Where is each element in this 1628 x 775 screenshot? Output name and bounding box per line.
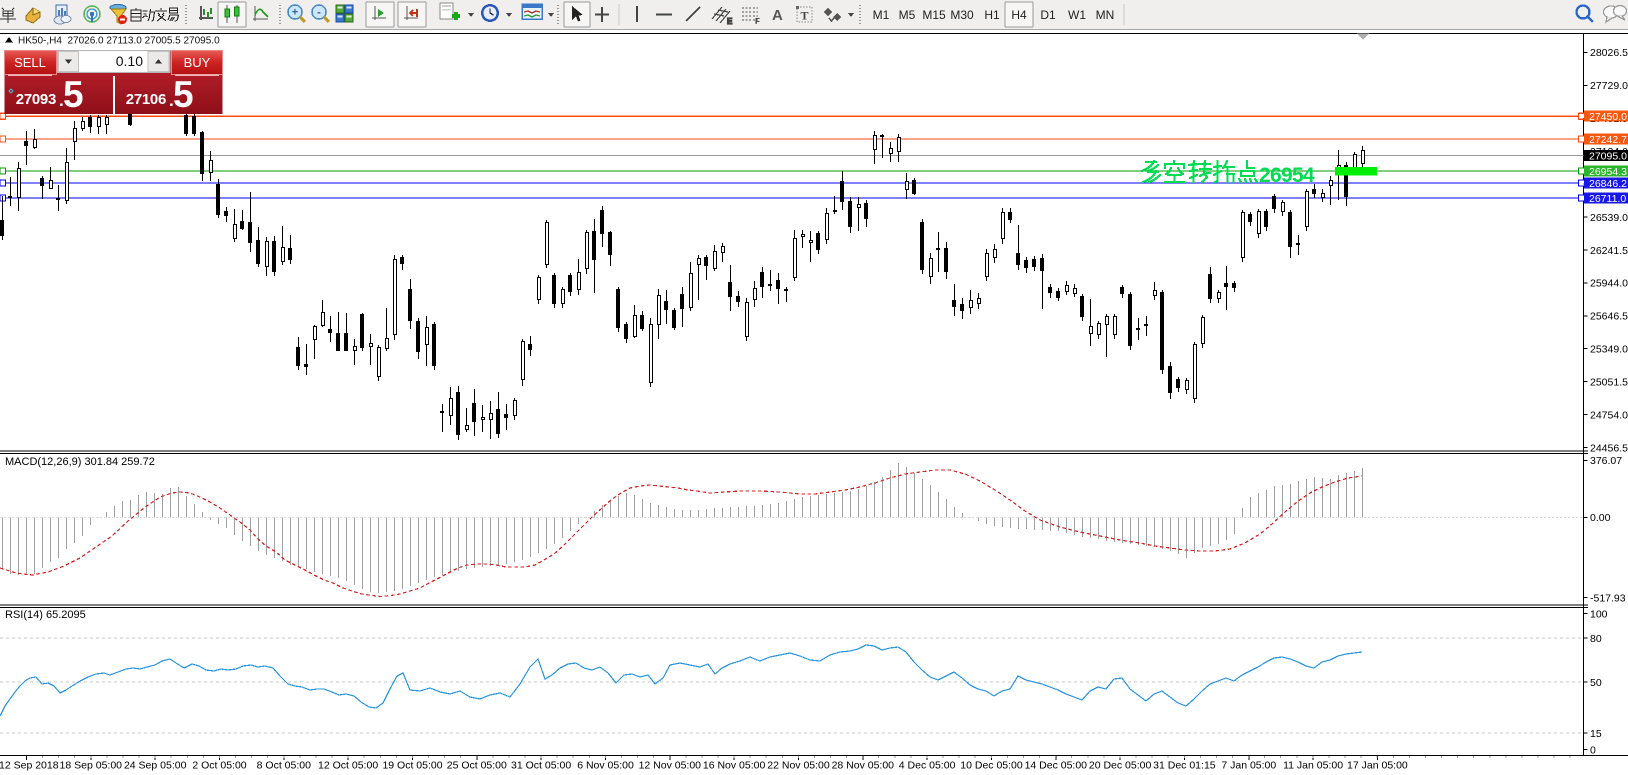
- svg-text:25944.0: 25944.0: [1590, 278, 1628, 290]
- svg-text:-517.93: -517.93: [1590, 592, 1626, 604]
- svg-text:4 Dec 05:00: 4 Dec 05:00: [899, 760, 956, 772]
- svg-text:20 Dec 05:00: 20 Dec 05:00: [1089, 760, 1152, 772]
- svg-text:28026.5: 28026.5: [1590, 47, 1628, 59]
- svg-text:80: 80: [1590, 633, 1602, 645]
- svg-text:16 Nov 05:00: 16 Nov 05:00: [703, 760, 766, 772]
- svg-text:W1: W1: [1068, 8, 1086, 22]
- svg-text:E: E: [727, 17, 733, 26]
- svg-text:H1: H1: [984, 8, 1000, 22]
- svg-text:27450.0: 27450.0: [1589, 111, 1627, 123]
- svg-text:HK50-,H4 27026.0 27113.0 2700: HK50-,H4 27026.0 27113.0 27005.5 27095.0: [18, 36, 220, 47]
- svg-text:12 Sep 2018: 12 Sep 2018: [0, 760, 59, 772]
- svg-text:100: 100: [1590, 609, 1608, 621]
- svg-text:27106: 27106: [126, 91, 166, 108]
- svg-text:26846.2: 26846.2: [1589, 178, 1627, 190]
- svg-text:MN: MN: [1096, 8, 1115, 22]
- svg-text:0: 0: [1590, 744, 1596, 756]
- svg-text:MACD(12,26,9) 301.84 259.72: MACD(12,26,9) 301.84 259.72: [5, 456, 155, 468]
- svg-text:25646.5: 25646.5: [1590, 311, 1628, 323]
- svg-text:18 Sep 05:00: 18 Sep 05:00: [60, 760, 123, 772]
- svg-text:14 Dec 05:00: 14 Dec 05:00: [1025, 760, 1088, 772]
- svg-text:BUY: BUY: [184, 55, 211, 70]
- svg-text:27093: 27093: [16, 91, 56, 108]
- svg-text:RSI(14) 65.2095: RSI(14) 65.2095: [5, 609, 86, 621]
- svg-text:T: T: [800, 9, 808, 23]
- svg-text:19 Oct 05:00: 19 Oct 05:00: [382, 760, 442, 772]
- svg-text:22 Nov 05:00: 22 Nov 05:00: [767, 760, 830, 772]
- svg-text:26954.3: 26954.3: [1589, 166, 1627, 178]
- svg-text:24 Sep 05:00: 24 Sep 05:00: [124, 760, 187, 772]
- svg-text:.: .: [169, 91, 174, 110]
- svg-text:D1: D1: [1040, 8, 1056, 22]
- svg-text:25051.5: 25051.5: [1590, 377, 1628, 389]
- svg-text:5: 5: [63, 74, 84, 115]
- svg-text:27729.0: 27729.0: [1590, 80, 1628, 92]
- svg-text:5: 5: [173, 74, 194, 115]
- svg-text:7 Jan 05:00: 7 Jan 05:00: [1221, 760, 1276, 772]
- svg-text:12 Nov 05:00: 12 Nov 05:00: [639, 760, 702, 772]
- svg-text:25 Oct 05:00: 25 Oct 05:00: [447, 760, 507, 772]
- svg-text:27095.0: 27095.0: [1589, 150, 1627, 162]
- svg-text:F: F: [755, 17, 760, 26]
- svg-text:0.00: 0.00: [1590, 512, 1611, 524]
- svg-text:0.10: 0.10: [116, 53, 143, 69]
- svg-text:26954: 26954: [1259, 164, 1315, 187]
- svg-text:10 Dec 05:00: 10 Dec 05:00: [960, 760, 1023, 772]
- svg-text:6 Nov 05:00: 6 Nov 05:00: [577, 760, 634, 772]
- svg-text:M30: M30: [950, 8, 974, 22]
- svg-text:M1: M1: [873, 8, 890, 22]
- svg-text:376.07: 376.07: [1590, 455, 1622, 467]
- svg-text:+: +: [292, 7, 298, 19]
- svg-text:26539.0: 26539.0: [1590, 212, 1628, 224]
- svg-text:17 Jan 05:00: 17 Jan 05:00: [1347, 760, 1408, 772]
- svg-text:26711.0: 26711.0: [1589, 193, 1626, 205]
- svg-text:.: .: [59, 91, 64, 110]
- svg-text:M15: M15: [922, 8, 946, 22]
- svg-text:26241.5: 26241.5: [1590, 245, 1628, 257]
- svg-text:24754.0: 24754.0: [1590, 409, 1628, 421]
- svg-text:H4: H4: [1011, 8, 1027, 22]
- svg-text:28 Nov 05:00: 28 Nov 05:00: [832, 760, 895, 772]
- svg-text:-: -: [317, 7, 321, 19]
- svg-text:24456.5: 24456.5: [1590, 442, 1628, 454]
- svg-text:15: 15: [1590, 728, 1602, 740]
- svg-text:25349.0: 25349.0: [1590, 344, 1628, 356]
- svg-text:M5: M5: [899, 8, 916, 22]
- svg-text:SELL: SELL: [14, 55, 46, 70]
- svg-text:31 Dec 01:15: 31 Dec 01:15: [1153, 760, 1216, 772]
- svg-text:31 Oct 05:00: 31 Oct 05:00: [511, 760, 571, 772]
- svg-text:2 Oct 05:00: 2 Oct 05:00: [192, 760, 246, 772]
- svg-text:A: A: [772, 7, 783, 24]
- svg-text:12 Oct 05:00: 12 Oct 05:00: [318, 760, 378, 772]
- svg-text:8 Oct 05:00: 8 Oct 05:00: [257, 760, 311, 772]
- svg-text:27242.7: 27242.7: [1589, 134, 1627, 146]
- svg-text:11 Jan 05:00: 11 Jan 05:00: [1283, 760, 1343, 772]
- svg-text:50: 50: [1590, 677, 1602, 689]
